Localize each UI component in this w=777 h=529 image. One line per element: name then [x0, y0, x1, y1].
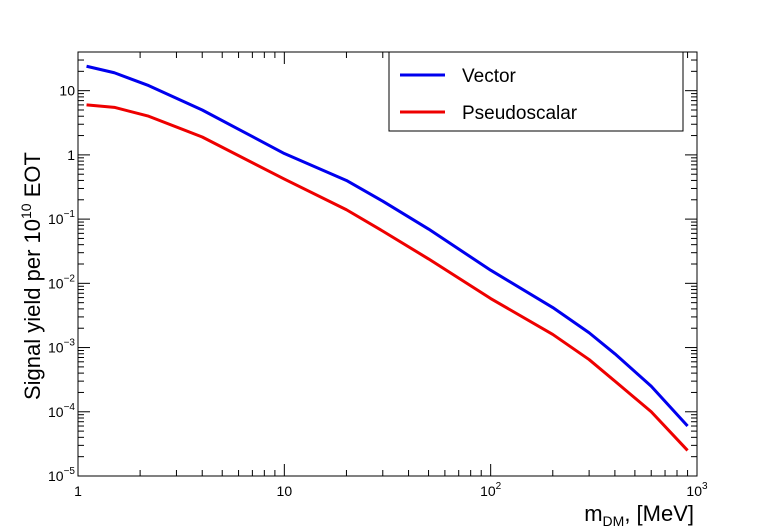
y-tick-label: 10−4	[48, 402, 75, 420]
y-axis-title: Signal yield per 1010 EOT	[18, 152, 45, 400]
y-tick-label: 1	[67, 147, 75, 163]
x-tick-label: 1	[74, 483, 82, 499]
x-axis-title: mDM, [MeV]	[584, 501, 694, 529]
y-tick-label: 10	[59, 83, 75, 99]
y-tick-label: 10−5	[48, 466, 75, 484]
legend-label-pseudoscalar: Pseudoscalar	[462, 103, 578, 124]
y-tick-label: 10−3	[48, 338, 75, 356]
x-tick-label: 103	[686, 481, 708, 499]
series-line-vector	[86, 64, 689, 428]
legend: Vector Pseudoscalar	[388, 51, 684, 132]
series-layer	[86, 64, 689, 452]
legend-box	[388, 51, 684, 132]
y-tick-label: 10−1	[48, 209, 75, 227]
series-line-pseudoscalar	[86, 103, 689, 452]
tick-labels: 1 10 102 103 10−5 10−4 10−3 10−2 10−1 1 10	[48, 83, 708, 499]
legend-label-vector: Vector	[462, 66, 517, 87]
x-tick-label: 102	[480, 481, 502, 499]
x-tick-label: 10	[277, 483, 293, 499]
y-tick-label: 10−2	[48, 273, 75, 291]
